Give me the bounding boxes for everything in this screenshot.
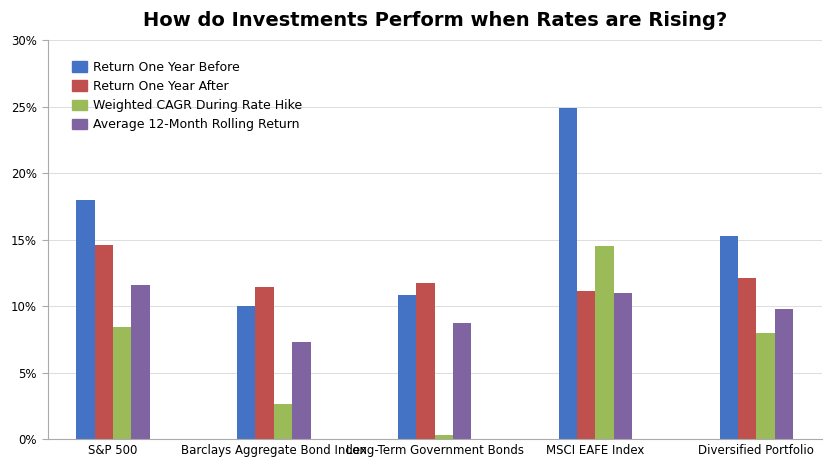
- Bar: [94, 245, 113, 439]
- Bar: [577, 292, 595, 439]
- Bar: [595, 246, 614, 439]
- Bar: [558, 108, 577, 439]
- Title: How do Investments Perform when Rates are Rising?: How do Investments Perform when Rates ar…: [142, 11, 726, 30]
- Bar: [738, 278, 757, 439]
- Bar: [435, 435, 453, 439]
- Bar: [398, 295, 416, 439]
- Bar: [775, 309, 793, 439]
- Bar: [453, 323, 472, 439]
- Bar: [256, 287, 274, 439]
- Bar: [237, 306, 256, 439]
- Bar: [416, 284, 435, 439]
- Bar: [720, 235, 738, 439]
- Bar: [131, 285, 150, 439]
- Bar: [274, 404, 293, 439]
- Bar: [757, 333, 775, 439]
- Bar: [614, 292, 632, 439]
- Legend: Return One Year Before, Return One Year After, Weighted CAGR During Rate Hike, A: Return One Year Before, Return One Year …: [69, 58, 304, 134]
- Bar: [76, 200, 94, 439]
- Bar: [293, 342, 311, 439]
- Bar: [113, 327, 131, 439]
